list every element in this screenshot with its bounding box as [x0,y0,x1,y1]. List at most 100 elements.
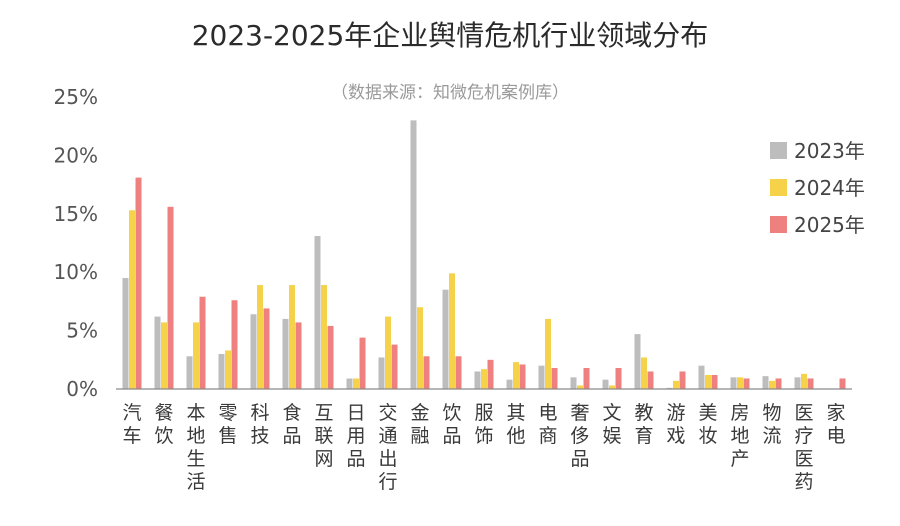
x-tick-label: 家电 [826,402,845,447]
bar [199,296,206,389]
bar [129,210,135,389]
bar [538,365,545,389]
bar [282,318,289,389]
bar [506,379,513,389]
bar [250,314,257,389]
legend-label: 2025年 [794,213,865,237]
x-tick-label: 文娱 [602,402,621,447]
y-tick-label: 25% [54,85,98,109]
bar [807,378,814,389]
bar-area [122,120,846,390]
bar [551,367,558,389]
bar [449,273,455,389]
legend-label: 2024年 [794,176,865,200]
x-tick-label: 食品 [282,402,301,447]
bar [225,350,231,389]
bar [487,359,494,389]
bar [423,356,430,389]
x-tick-label: 服饰 [474,402,493,447]
bar [801,373,807,389]
bar [314,235,321,389]
bar [193,322,199,389]
x-tick-label: 房地产 [730,402,749,470]
bar [161,322,167,389]
bar [737,377,743,389]
bar [186,356,193,389]
y-tick-label: 10% [54,260,98,284]
legend-swatch [770,179,787,196]
bar [263,308,270,389]
bar [762,376,769,389]
x-tick-label: 餐饮 [154,402,173,447]
bar [218,353,225,389]
x-tick-label: 物流 [762,402,781,447]
legend-swatch [770,142,787,159]
bar [359,337,366,389]
bar [321,285,327,389]
y-axis: 0% 5% 10% 15% 20% 25% [54,85,98,401]
x-tick-label: 科技 [250,402,269,447]
bar [231,300,238,389]
bar [583,367,590,389]
bar [417,307,423,389]
x-tick-label: 教育 [634,402,653,447]
bar [122,278,129,389]
bar [545,318,551,389]
x-axis: 汽车餐饮本地生活零售科技食品互联网日用品交通出行金融饮品服饰其他电商奢侈品文娱教… [116,388,852,493]
bar [353,378,359,389]
chart-subtitle: （数据来源：知微危机案例库） [331,83,569,103]
bar [327,325,334,389]
bar [602,379,609,389]
bar [615,367,622,389]
x-tick-label: 日用品 [346,402,365,470]
bar [346,378,353,389]
bar [634,334,641,389]
bar [378,357,385,389]
x-tick-label: 零售 [218,402,237,447]
x-tick-label: 互联网 [314,402,333,470]
legend-swatch [770,216,787,233]
bar [839,378,846,389]
y-tick-label: 20% [54,143,98,167]
bar [743,378,750,389]
x-tick-label: 医疗医药 [794,402,813,493]
bar [794,377,801,389]
bar [474,371,481,389]
bar [705,374,711,389]
bar [257,285,263,389]
bar [167,206,174,389]
bar [513,362,519,389]
bar [519,364,526,389]
x-tick-label: 饮品 [442,402,461,447]
bar [673,380,679,389]
x-tick-label: 本地生活 [186,402,205,493]
bar [442,289,449,389]
bar [410,120,417,390]
bar [769,380,775,389]
bar [455,356,462,389]
y-tick-label: 5% [66,319,98,343]
x-tick-label: 金融 [410,402,429,447]
x-tick-label: 奢侈品 [570,402,589,470]
bar [698,365,705,389]
chart-title: 2023-2025年企业舆情危机行业领域分布 [191,19,709,52]
bar [609,385,615,389]
x-tick-label: 汽车 [122,402,141,447]
bar [570,377,577,389]
x-tick-label: 美妆 [698,402,717,447]
bar [679,371,686,389]
bar [154,316,161,389]
y-tick-label: 15% [54,202,98,226]
bar [135,177,142,389]
bar [295,322,302,389]
bar [385,316,391,389]
y-tick-label: 0% [66,377,98,401]
bar [775,378,782,389]
bar [647,371,654,389]
bar [391,344,398,389]
bar [711,374,718,389]
x-tick-label: 其他 [506,402,525,447]
bar [641,357,647,389]
legend: 2023年 2024年 2025年 [770,139,865,237]
